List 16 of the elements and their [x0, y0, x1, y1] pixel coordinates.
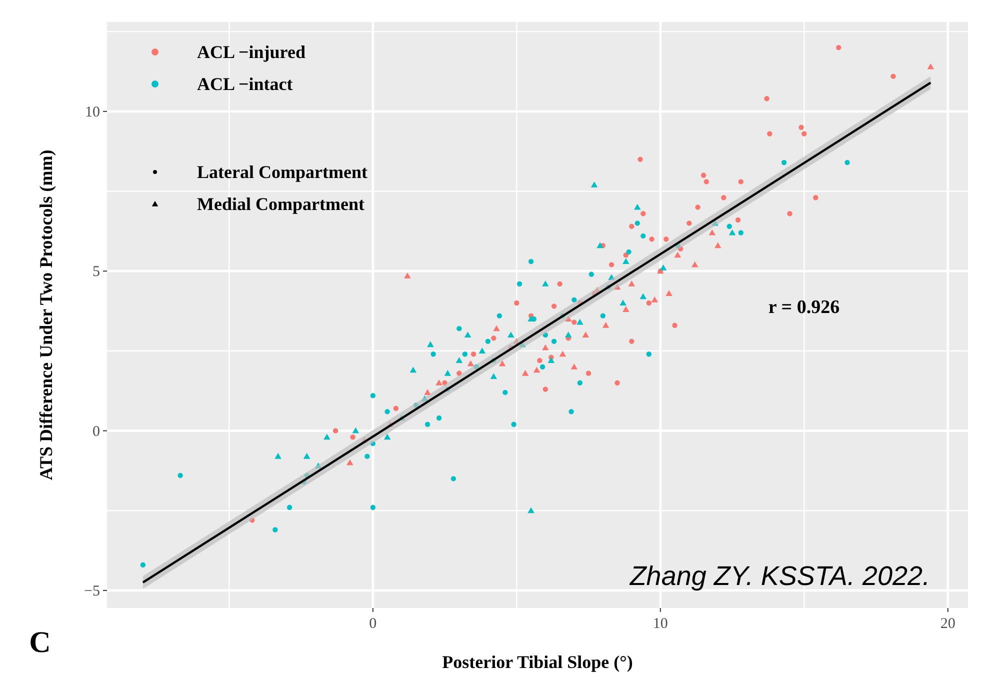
- annotation: Medial Compartment: [197, 194, 364, 214]
- y-tick-label: 10: [85, 104, 100, 120]
- text: C: [29, 626, 51, 659]
- y-tick-label: 0: [92, 424, 100, 440]
- x-tick-label: 0: [369, 616, 377, 632]
- legend-label: ACL −intact: [197, 74, 293, 94]
- y-axis-title: ATS Difference Under Two Protocols (mm): [36, 150, 56, 480]
- x-tick-label: 10: [652, 616, 668, 632]
- annotation: Zhang ZY. KSSTA. 2022.: [628, 561, 930, 591]
- x-tick-label: 20: [940, 616, 956, 632]
- annotation: r = 0.926: [768, 297, 840, 318]
- annotation: Lateral Compartment: [197, 162, 368, 182]
- y-tick-label: −5: [84, 583, 100, 600]
- y-tick-label: 5: [92, 264, 100, 280]
- legend-label: ACL −injured: [197, 42, 306, 62]
- x-axis-title: Posterior Tibial Slope (°): [442, 652, 633, 672]
